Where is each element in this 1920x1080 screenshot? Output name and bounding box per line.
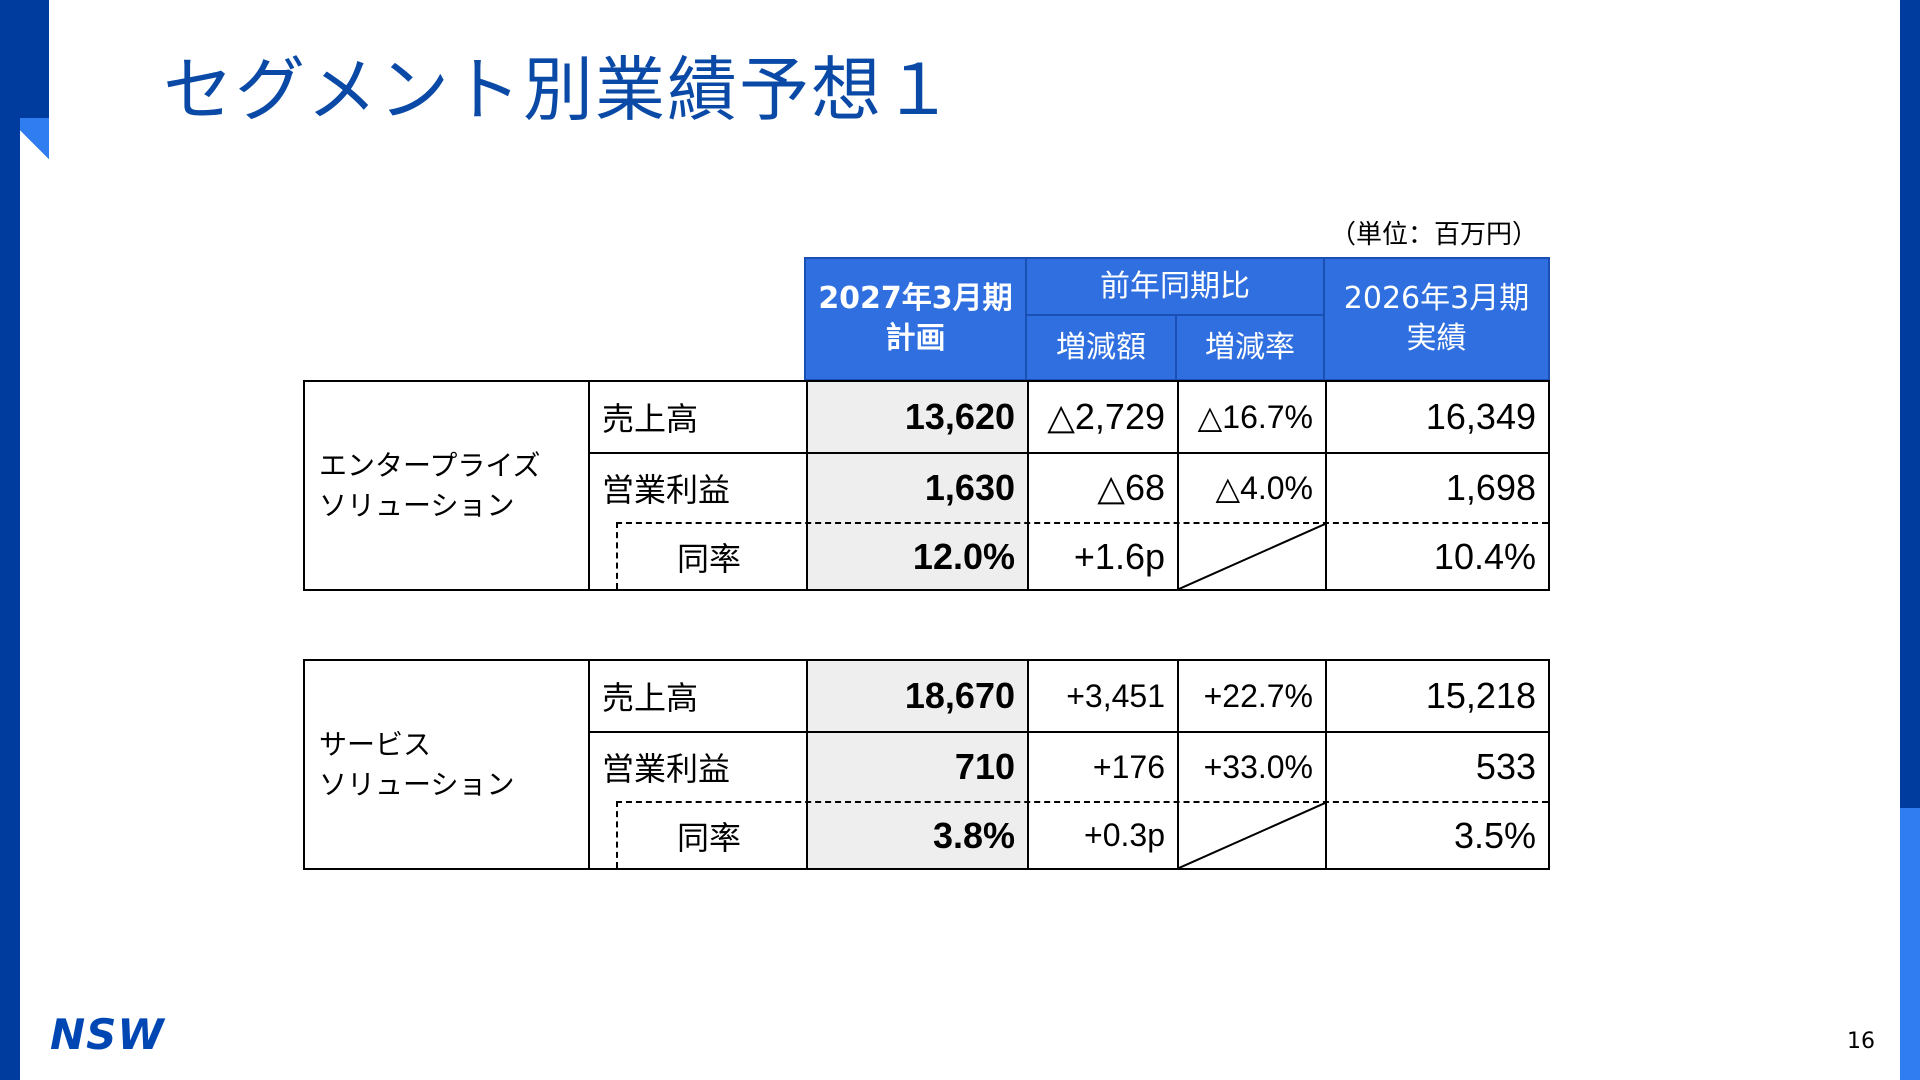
- header-change-rate: 増減率: [1175, 314, 1325, 381]
- page-title: セグメント別業績予想１: [163, 49, 955, 131]
- change-rate-value: △4.0%: [1215, 470, 1313, 506]
- change-amount-value: +176: [1092, 748, 1165, 785]
- actual-value: 3.5%: [1453, 814, 1536, 856]
- divider: [1325, 661, 1327, 868]
- right-accent-bar-light: [1900, 808, 1920, 1080]
- row-label: 営業利益: [602, 471, 731, 509]
- header-yoy: 前年同期比: [1025, 257, 1325, 316]
- segment-name-line2: ソリューション: [319, 488, 515, 522]
- plan-value: 13,620: [904, 396, 1015, 437]
- right-accent-bar: [1900, 0, 1920, 808]
- divider: [1325, 382, 1327, 589]
- header-change-amount-label: 増減額: [1056, 329, 1146, 365]
- header-plan-line2: 計画: [885, 321, 946, 356]
- divider: [806, 382, 808, 589]
- actual-value: 16,349: [1425, 396, 1536, 437]
- change-rate-value: +33.0%: [1203, 748, 1313, 785]
- segment-name: エンタープライズ ソリューション: [305, 382, 588, 589]
- header-yoy-label: 前年同期比: [1100, 268, 1250, 304]
- segment-name-line2: ソリューション: [319, 767, 515, 801]
- dashed-divider: [616, 801, 1548, 803]
- row-label: 営業利益: [602, 750, 731, 788]
- divider: [1027, 661, 1029, 868]
- divider: [1177, 661, 1179, 868]
- actual-value: 15,218: [1425, 675, 1536, 716]
- unit-label: （単位：百万円）: [1330, 220, 1539, 250]
- change-amount-value: +0.3p: [1084, 817, 1165, 853]
- actual-value: 10.4%: [1433, 535, 1536, 577]
- change-amount-value: +1.6p: [1073, 535, 1165, 577]
- dashed-divider: [616, 522, 1548, 524]
- left-accent-tab-light: [20, 118, 49, 164]
- plan-value: 1,630: [924, 467, 1015, 508]
- change-rate-value: +22.7%: [1203, 677, 1313, 714]
- header-plan: 2027年3月期 計画: [804, 257, 1027, 381]
- plan-column-bg: [806, 661, 1027, 868]
- plan-value: 710: [954, 746, 1015, 787]
- divider: [1177, 382, 1179, 589]
- header-change-rate-label: 増減率: [1205, 329, 1295, 365]
- header-actual-line2: 実績: [1406, 321, 1467, 356]
- row-label: 売上高: [602, 679, 699, 717]
- page-number: 16: [1847, 1029, 1875, 1054]
- plan-value: 3.8%: [932, 814, 1015, 856]
- row-label: 売上高: [602, 400, 699, 438]
- divider: [588, 661, 590, 868]
- not-applicable-slash: [1179, 803, 1325, 868]
- divider: [806, 661, 808, 868]
- header-actual: 2026年3月期 実績: [1323, 257, 1550, 381]
- divider: [588, 382, 590, 589]
- change-amount-value: △2,729: [1047, 396, 1165, 437]
- dashed-divider: [616, 522, 618, 589]
- plan-column-bg: [806, 382, 1027, 589]
- segment-table-service: サービス ソリューション 売上高 18,670 +3,451 +22.7% 15…: [303, 659, 1550, 870]
- segment-table-enterprise: エンタープライズ ソリューション 売上高 13,620 △2,729 △16.7…: [303, 380, 1550, 591]
- divider: [588, 731, 1548, 733]
- segment-name-line1: エンタープライズ: [319, 448, 541, 482]
- change-rate-value: △16.7%: [1197, 399, 1313, 435]
- dashed-divider: [616, 801, 618, 868]
- change-amount-value: △68: [1097, 467, 1165, 508]
- segment-name-line1: サービス: [319, 727, 432, 761]
- plan-value: 12.0%: [912, 535, 1015, 577]
- left-accent-bar: [0, 0, 20, 1080]
- divider: [588, 452, 1548, 454]
- header-actual-line1: 2026年3月期: [1343, 281, 1530, 316]
- header-change-amount: 増減額: [1025, 314, 1177, 381]
- actual-value: 533: [1475, 746, 1536, 787]
- not-applicable-slash: [1179, 524, 1325, 589]
- change-amount-value: +3,451: [1066, 677, 1165, 714]
- plan-value: 18,670: [904, 675, 1015, 716]
- left-accent-tab: [20, 0, 49, 118]
- company-logo: NSW: [50, 1010, 165, 1059]
- row-label: 同率: [677, 539, 742, 578]
- header-plan-line1: 2027年3月期: [818, 281, 1013, 316]
- actual-value: 1,698: [1445, 467, 1536, 508]
- segment-name: サービス ソリューション: [305, 661, 588, 868]
- divider: [1027, 382, 1029, 589]
- row-label: 同率: [677, 818, 742, 857]
